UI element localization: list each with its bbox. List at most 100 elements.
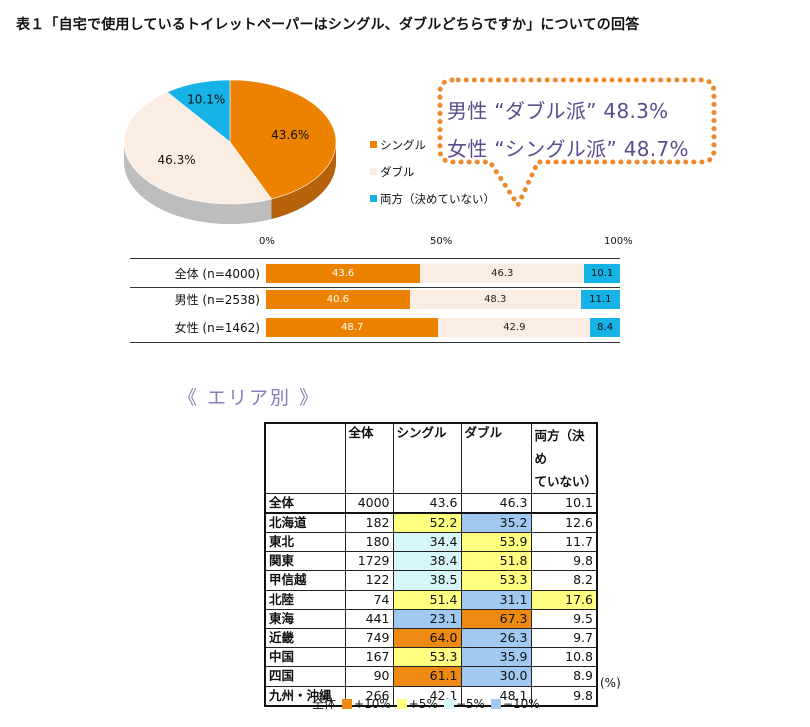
cell-name: 近畿: [264, 627, 346, 649]
table-row: 全体 4000 43.6 46.3 10.1: [264, 493, 598, 514]
table-row: 関東 1729 38.4 51.8 9.8: [264, 551, 598, 572]
callout-male: 男性 “ダブル派” 48.3%: [447, 99, 669, 123]
cell-double: 53.9: [460, 531, 532, 553]
bar-track: 43.6 46.3 10.1: [266, 264, 620, 283]
cell-name: 東海: [264, 608, 346, 629]
highlight-legend-base: 全体: [312, 697, 337, 711]
cell-total: 122: [344, 570, 394, 591]
cell-both: 11.7: [530, 531, 598, 553]
cell-both: 10.8: [530, 647, 598, 668]
table-row: 東海 441 23.1 67.3 9.5: [264, 608, 598, 629]
legend-swatch-single: [370, 141, 377, 148]
bar-segment-both: 11.1: [580, 290, 620, 309]
highlight-legend-plus5: +5%: [408, 696, 438, 711]
cell-single: 38.4: [392, 551, 462, 572]
area-heading: 《 エリア別 》: [178, 387, 321, 409]
cell-total: 180: [344, 531, 394, 553]
cell-double: 31.1: [460, 589, 532, 610]
highlight-legend: 全体 +10% +5% −5% −10%: [312, 695, 540, 712]
header-total: 全体: [344, 422, 394, 494]
pie-slice-1: [123, 91, 272, 205]
cell-name: 全体: [264, 493, 346, 514]
legend-label-double: ダブル: [380, 164, 415, 179]
pie-label-1: 46.3%: [158, 153, 196, 167]
page-title: 表１「自宅で使用しているトイレットペーパーはシングル、ダブルどちらですか」につい…: [16, 17, 640, 33]
pie-label-2: 10.1%: [187, 93, 225, 107]
bar-segment-double: 42.9: [438, 318, 591, 337]
cell-both: 9.8: [530, 685, 598, 706]
cell-both: 17.6: [530, 589, 598, 610]
bar-row: 全体 (n=4000) 43.6 46.3 10.1: [130, 260, 620, 287]
pie-slice-side-1: [124, 142, 272, 224]
bar-divider-line: [130, 287, 620, 288]
cell-total: 1729: [344, 551, 394, 572]
bar-track: 40.6 48.3 11.1: [266, 290, 620, 309]
bar-row-label: 男性 (n=2538): [174, 293, 260, 307]
cell-total: 266: [344, 685, 394, 706]
callout-female: 女性 “シングル派” 48.7%: [447, 137, 689, 161]
cell-total: 441: [344, 608, 394, 629]
table-row: 四国 90 61.1 30.0 8.9: [264, 666, 598, 687]
cell-name: 九州・沖縄: [264, 685, 346, 706]
legend-item-single: シングル: [370, 131, 495, 158]
cell-double: 35.2: [460, 512, 532, 533]
cell-both: 9.7: [530, 627, 598, 649]
callout-bubble: [437, 77, 717, 210]
cell-name: 北海道: [264, 512, 346, 533]
pie-chart: 43.6% 46.3% 10.1%: [123, 79, 337, 224]
swatch-plus5: [396, 698, 407, 709]
area-table: 全体 シングル ダブル 両方（決め ていない） 全体 4000 43.6 46.3 10…: [264, 422, 598, 707]
tick-100: 100%: [604, 236, 633, 247]
cell-double: 35.9: [460, 647, 532, 668]
bar-segment-both: 8.4: [590, 318, 620, 337]
legend-label-both: 両方（決めていない）: [380, 191, 495, 206]
bar-segment-single: 40.6: [266, 290, 410, 309]
cell-total: 182: [344, 512, 394, 533]
table-header-row: 全体 シングル ダブル 両方（決め ていない）: [264, 422, 598, 494]
header-double: ダブル: [460, 422, 532, 494]
table-row: 九州・沖縄 266 42.1 48.1 9.8: [264, 685, 598, 706]
header-single: シングル: [392, 422, 462, 494]
highlight-legend-plus10: +10%: [354, 696, 391, 711]
table-row: 中国 167 53.3 35.9 10.8: [264, 647, 598, 668]
cell-total: 4000: [344, 493, 394, 514]
bar-track: 48.7 42.9 8.4: [266, 318, 620, 337]
cell-total: 167: [344, 647, 394, 668]
bar-segment-single: 43.6: [266, 264, 421, 283]
cell-name: 関東: [264, 551, 346, 572]
tick-0: 0%: [259, 236, 275, 247]
table-row: 甲信越 122 38.5 53.3 8.2: [264, 570, 598, 591]
cell-single: 53.3: [392, 647, 462, 668]
cell-both: 8.2: [530, 570, 598, 591]
pie-slice-2: [166, 79, 231, 143]
cell-total: 90: [344, 666, 394, 687]
cell-name: 北陸: [264, 589, 346, 610]
legend-swatch-double: [370, 168, 377, 175]
callout-outline: [437, 77, 717, 210]
cell-both: 9.8: [530, 551, 598, 572]
cell-double: 46.3: [460, 493, 532, 514]
cell-single: 51.4: [392, 589, 462, 610]
pie-label-0: 43.6%: [271, 128, 309, 142]
highlight-legend-minus10: −10%: [502, 696, 540, 711]
cell-double: 51.8: [460, 551, 532, 572]
legend-item-both: 両方（決めていない）: [370, 185, 495, 212]
cell-single: 38.5: [392, 570, 462, 591]
cell-name: 中国: [264, 647, 346, 668]
cell-name: 東北: [264, 531, 346, 553]
cell-single: 52.2: [392, 512, 462, 533]
tick-50: 50%: [430, 236, 453, 247]
pie-slice-side-0: [271, 142, 336, 220]
highlight-legend-minus5: −5%: [455, 696, 485, 711]
bar-segment-double: 48.3: [409, 290, 581, 309]
cell-both: 12.6: [530, 512, 598, 533]
bar-top-line: [130, 258, 620, 259]
cell-both: 9.5: [530, 608, 598, 629]
cell-single: 34.4: [392, 531, 462, 553]
cell-single: 23.1: [392, 608, 462, 629]
swatch-plus10: [342, 698, 353, 709]
cell-single: 61.1: [392, 666, 462, 687]
swatch-minus10: [490, 698, 501, 709]
legend-label-single: シングル: [380, 137, 426, 152]
cell-double: 67.3: [460, 608, 532, 629]
